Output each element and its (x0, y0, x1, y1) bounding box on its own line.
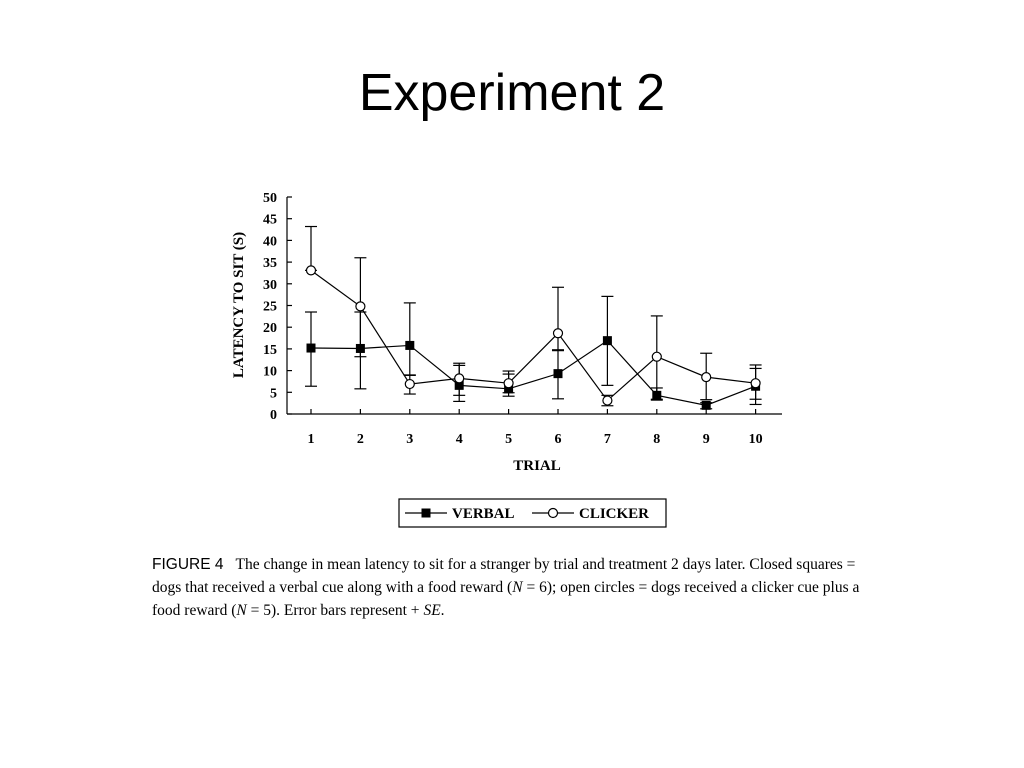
x-tick-label: 9 (703, 432, 710, 447)
x-tick-label: 4 (456, 432, 463, 447)
y-tick-label: 35 (263, 256, 277, 271)
verbal-series-line (310, 339, 756, 406)
figure-caption: FIGURE 4 The change in mean latency to si… (152, 553, 872, 622)
clicker-point (750, 378, 761, 389)
caption-n1-var: N (512, 579, 523, 596)
verbal-legend-marker (421, 508, 431, 518)
x-tick-label: 3 (406, 432, 413, 447)
clicker-legend-marker (547, 507, 559, 519)
verbal-point (701, 400, 711, 410)
verbal-point (553, 369, 563, 379)
caption-end: . (440, 602, 445, 619)
y-tick-label: 5 (270, 386, 277, 401)
x-tick-label: 1 (308, 432, 315, 447)
x-tick-label: 6 (555, 432, 562, 447)
caption-se: SE (423, 602, 441, 619)
y-tick-label: 15 (263, 343, 277, 358)
x-axis-label: TRIAL (513, 458, 561, 474)
y-tick-label: 50 (263, 191, 277, 206)
figure-label: FIGURE 4 (152, 556, 224, 573)
caption-n1-val: = 6); open circles = dogs received a cli… (152, 579, 860, 619)
clicker-point (552, 328, 564, 339)
verbal-legend-label: VERBAL (452, 506, 515, 522)
x-tick-label: 2 (357, 432, 364, 447)
verbal-point (306, 343, 316, 353)
caption-text-1: The change in mean latency to sit for a … (152, 556, 856, 596)
caption-n2-val: = 5). Error bars represent + (246, 602, 424, 619)
verbal-point (405, 340, 415, 350)
clicker-point (404, 378, 415, 390)
x-tick-label: 7 (604, 432, 611, 447)
x-tick-label: 8 (653, 432, 660, 447)
clicker-series-line (310, 269, 756, 402)
verbal-point (602, 336, 612, 346)
y-tick-label: 10 (263, 365, 277, 380)
clicker-point (503, 378, 514, 389)
clicker-point (602, 395, 613, 406)
clicker-point (701, 372, 712, 383)
slide-title: Experiment 2 (358, 64, 666, 122)
y-axis-label: LATENCY TO SIT (S) (231, 232, 247, 378)
y-tick-label: 40 (263, 234, 277, 249)
y-tick-label: 25 (263, 300, 277, 315)
y-tick-label: 30 (263, 278, 277, 293)
caption-n2-var: N (236, 602, 247, 619)
y-tick-label: 20 (263, 321, 277, 336)
clicker-point (651, 351, 662, 362)
y-tick-label: 45 (263, 213, 277, 228)
x-tick-label: 10 (749, 432, 763, 447)
x-tick-label: 5 (505, 432, 512, 447)
clicker-point (305, 265, 317, 276)
clicker-legend-label: CLICKER (579, 506, 649, 522)
clicker-point (355, 301, 366, 312)
y-tick-label: 0 (270, 408, 277, 423)
clicker-point (454, 373, 465, 384)
